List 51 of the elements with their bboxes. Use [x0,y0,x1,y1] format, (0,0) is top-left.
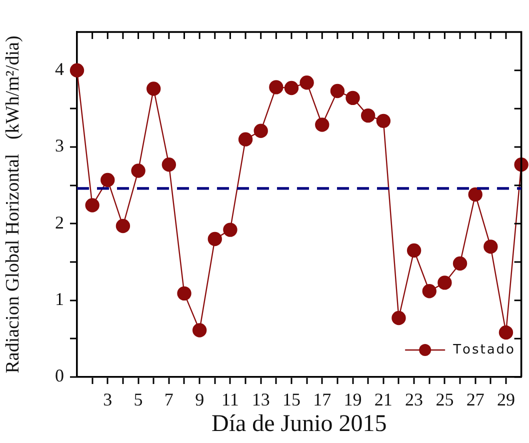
legend-label: Tostado [452,342,514,358]
x-tick-label: 15 [282,390,300,410]
point [269,80,284,94]
y-tick-label: 3 [55,136,64,156]
point [284,80,299,96]
point [254,124,268,138]
point [238,132,253,146]
x-tick-label: 21 [374,390,392,410]
point [131,164,146,178]
point [438,276,452,290]
x-tick-label: 5 [134,390,143,410]
y-tick-label: 2 [55,212,64,232]
point [192,323,207,338]
point [177,286,192,301]
point [85,198,100,212]
x-tick-label: 17 [313,390,332,410]
x-tick-label: 13 [252,390,270,410]
y-tick-label: 1 [55,289,64,310]
point [100,172,115,188]
x-tick-label: 27 [466,390,484,410]
point [406,243,422,258]
point [300,76,314,90]
point [315,118,330,132]
x-tick-label: 3 [103,390,112,410]
point [468,187,482,202]
point [70,63,84,78]
point [452,256,468,271]
x-tick-label: 11 [222,390,239,410]
point [330,84,345,98]
point [116,218,130,234]
point [162,158,176,172]
x-axis-title: Día de Junio 2015 [211,410,387,437]
point [223,222,238,237]
x-tick-label: 9 [195,390,204,410]
point [376,114,391,128]
x-tick-label: 29 [496,390,515,410]
point [422,284,436,298]
point [360,108,376,123]
point [346,90,360,106]
point [392,310,406,326]
x-tick-label: 19 [344,390,362,410]
point [498,325,514,340]
y-axis-title: Radiacion Global Horizontal (kWh/m²/dia) [2,36,24,374]
point [208,232,222,246]
y-tick-label: 4 [55,59,64,80]
point [146,82,161,96]
x-tick-label: 25 [436,390,454,410]
point [484,240,498,254]
x-tick-label: 7 [164,390,174,410]
x-tick-label: 23 [405,390,424,410]
y-tick-label: 0 [55,366,64,386]
